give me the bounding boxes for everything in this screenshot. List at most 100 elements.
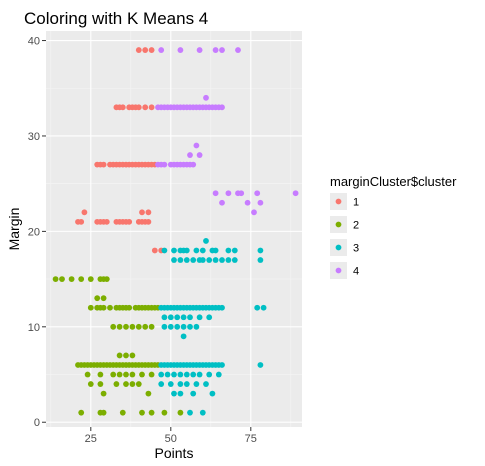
data-point-cluster-3 [171,247,177,254]
data-point-cluster-4 [219,47,225,53]
data-point-cluster-3 [174,314,181,321]
data-point-cluster-1 [145,218,152,225]
major-gridlines [46,31,302,427]
data-point-cluster-3 [219,362,225,368]
data-point-cluster-2 [87,381,94,387]
data-point-cluster-2 [129,381,136,387]
data-point-cluster-1 [135,47,142,53]
data-point-cluster-3 [225,257,232,263]
data-point-cluster-3 [231,257,238,263]
data-point-cluster-3 [190,371,197,378]
y-tick-label: 40 [28,36,40,48]
data-point-cluster-3 [206,371,213,378]
data-point-cluster-3 [171,257,177,263]
data-point-cluster-2 [110,323,117,330]
legend: marginCluster$cluster 1 2 3 4 [330,174,457,279]
data-point-cluster-2 [116,323,123,330]
data-point-cluster-3 [177,257,184,263]
legend-key-1 [335,198,342,205]
data-point-cluster-3 [180,314,187,321]
data-point-cluster-3 [190,390,197,397]
data-point-cluster-4 [238,190,245,197]
data-point-cluster-3 [196,371,203,378]
data-points [52,47,299,416]
data-point-cluster-2 [97,381,104,387]
data-point-cluster-2 [126,304,133,311]
data-point-cluster-4 [203,94,209,101]
x-axis: 25 50 75 [85,427,257,445]
data-point-cluster-3 [257,257,264,263]
data-point-cluster-3 [183,247,190,254]
data-point-cluster-3 [199,247,206,254]
data-point-cluster-2 [59,276,65,282]
data-point-cluster-2 [84,371,91,378]
data-point-cluster-2 [110,371,117,378]
plot-panel [46,31,302,427]
data-point-cluster-2 [97,371,104,378]
data-point-cluster-2 [87,304,94,311]
data-point-cluster-3 [257,247,264,254]
data-point-cluster-3 [215,371,222,378]
x-tick-label: 25 [85,433,97,445]
data-point-cluster-3 [193,323,200,330]
data-point-cluster-3 [177,371,184,378]
data-point-cluster-4 [251,209,257,216]
data-point-cluster-2 [68,276,75,282]
data-point-cluster-3 [187,409,193,416]
data-point-cluster-1 [151,247,158,254]
data-point-cluster-1 [78,218,85,225]
data-point-cluster-3 [164,371,171,378]
data-point-cluster-2 [123,323,129,330]
data-point-cluster-1 [119,104,126,111]
data-point-cluster-1 [148,104,155,111]
data-point-cluster-2 [148,323,155,330]
data-point-cluster-1 [135,104,142,111]
data-point-cluster-3 [212,257,219,263]
data-point-cluster-3 [193,247,200,254]
data-point-cluster-4 [190,161,197,168]
data-point-cluster-3 [177,381,184,387]
data-point-cluster-3 [183,371,190,378]
data-point-cluster-4 [196,47,203,53]
data-point-cluster-3 [183,257,190,263]
data-point-cluster-2 [123,352,129,359]
x-tick-label: 75 [245,433,257,445]
data-point-cluster-3 [231,247,238,254]
data-point-cluster-1 [103,218,110,225]
data-point-cluster-2 [129,352,136,359]
data-point-cluster-3 [161,314,168,321]
data-point-cluster-1 [142,104,149,111]
data-point-cluster-2 [94,295,101,302]
data-point-cluster-2 [113,381,120,387]
legend-label-4: 4 [353,266,359,278]
data-point-cluster-4 [212,190,219,197]
data-point-cluster-3 [167,381,174,387]
data-point-cluster-3 [219,257,225,263]
data-point-cluster-4 [187,152,193,158]
data-point-cluster-3 [203,238,209,244]
data-point-cluster-4 [254,190,261,197]
data-point-cluster-1 [142,47,149,53]
minor-gridlines [46,31,302,427]
data-point-cluster-3 [212,247,219,254]
y-tick-label: 0 [34,417,40,429]
data-point-cluster-3 [180,323,187,330]
data-point-cluster-3 [177,390,184,397]
data-point-cluster-2 [78,276,85,282]
x-tick-label: 50 [165,433,177,445]
data-point-cluster-4 [212,47,219,53]
data-point-cluster-1 [148,47,155,53]
data-point-cluster-3 [158,371,165,378]
data-point-cluster-2 [116,371,123,378]
data-point-cluster-2 [139,409,145,416]
data-point-cluster-3 [180,333,187,340]
data-point-cluster-2 [161,409,168,416]
data-point-cluster-3 [171,371,177,378]
data-point-cluster-4 [161,161,168,168]
data-point-cluster-1 [126,218,133,225]
data-point-cluster-3 [260,304,267,311]
data-point-cluster-2 [148,409,155,416]
data-point-cluster-1 [100,161,107,168]
data-point-cluster-3 [174,323,181,330]
y-axis-title: Margin [6,208,22,251]
